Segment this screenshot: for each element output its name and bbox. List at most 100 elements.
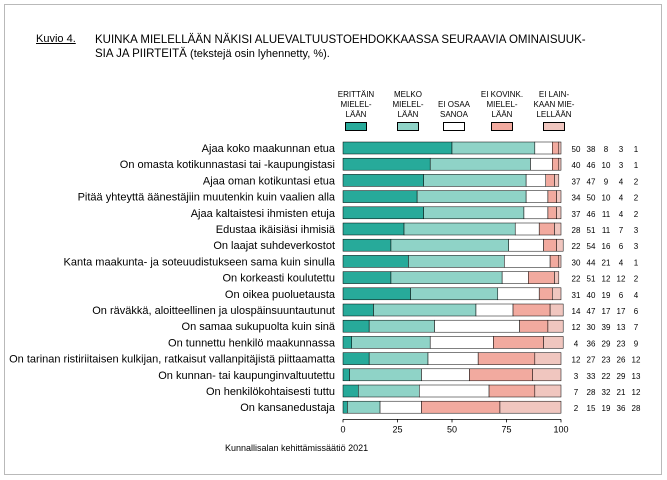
value-label: 22: [572, 275, 581, 284]
value-label: 1: [634, 145, 639, 154]
value-label: 23: [617, 339, 626, 348]
value-label: 3: [574, 372, 579, 381]
bar-segment: [534, 141, 553, 155]
bar-segment: [342, 271, 392, 284]
bar-segment: [549, 303, 564, 317]
bar-segment: [556, 238, 564, 252]
category-label: On laajat suhdeverkostot: [213, 240, 335, 252]
bar-segment: [342, 319, 370, 333]
value-label: 3: [619, 161, 624, 170]
value-label: 50: [587, 194, 596, 203]
value-label: 6: [619, 291, 624, 300]
bar-segment: [558, 157, 562, 171]
value-label: 22: [572, 242, 581, 251]
category-label: On tunnettu henkilö maakunnassa: [168, 337, 336, 349]
bar-segment: [410, 287, 499, 301]
bar-segment: [523, 206, 549, 220]
value-label: 12: [572, 323, 581, 332]
value-label: 51: [587, 226, 596, 235]
bar-segment: [451, 141, 536, 155]
value-label: 29: [602, 339, 611, 348]
bar-segment: [423, 206, 525, 220]
bar-segment: [403, 222, 516, 236]
value-label: 3: [634, 226, 639, 235]
bar-segment: [519, 319, 549, 333]
value-label: 12: [572, 356, 581, 365]
value-label: 2: [634, 194, 639, 203]
bar-segment: [342, 238, 392, 252]
bar-segment: [368, 352, 429, 365]
bar-segment: [534, 352, 562, 365]
value-label: 7: [634, 323, 639, 332]
bar-segment: [556, 190, 562, 203]
value-label: 4: [634, 291, 639, 300]
x-tick-label: 25: [392, 424, 402, 434]
value-label: 2: [574, 404, 579, 413]
value-label: 10: [602, 194, 611, 203]
bar-segment: [525, 174, 546, 187]
value-label: 22: [602, 372, 611, 381]
value-label: 30: [572, 258, 581, 267]
legend-swatch: [543, 122, 565, 131]
value-label: 8: [604, 145, 609, 154]
figure-title: KUINKA MIELELLÄÄN NÄKISI ALUEVALTUUSTOEH…: [95, 33, 635, 61]
value-label: 13: [617, 323, 626, 332]
value-label: 44: [587, 258, 596, 267]
bar-segment: [538, 222, 555, 236]
value-label: 2: [634, 275, 639, 284]
bar-segment: [552, 141, 560, 155]
value-label: 11: [602, 226, 611, 235]
legend-item: ERITTÄIN MIELEL- LÄÄN: [330, 80, 382, 131]
value-label: 19: [602, 291, 611, 300]
category-label: On tarinan ristiriitaisen kulkijan, ratk…: [9, 354, 336, 366]
bar-segment: [477, 352, 536, 365]
bar-segment: [379, 400, 422, 414]
value-label: 12: [602, 275, 611, 284]
value-label: 9: [634, 339, 639, 348]
value-label: 21: [602, 258, 611, 267]
value-label: 50: [572, 145, 581, 154]
bar-segment: [552, 157, 560, 171]
bar-segment: [499, 400, 562, 414]
bar-segment: [342, 141, 453, 155]
bar-segment: [508, 238, 544, 252]
value-label: 6: [619, 242, 624, 251]
bar-segment: [390, 238, 509, 252]
bar-segment: [351, 336, 431, 349]
value-label: 3: [634, 242, 639, 251]
bar-segment: [349, 368, 422, 382]
value-label: 37: [572, 177, 581, 186]
value-label: 12: [632, 356, 641, 365]
legend-label: MELKO MIELEL- LÄÄN: [392, 90, 424, 119]
bar-segment: [342, 190, 418, 203]
value-label: 27: [587, 356, 596, 365]
bar-segment: [342, 384, 359, 398]
value-label: 32: [602, 388, 611, 397]
value-label: 17: [617, 307, 626, 316]
x-tick-label: 0: [340, 424, 345, 434]
category-label: Kanta maakunta- ja soteuudistukseen sama…: [64, 256, 336, 268]
value-label: 36: [617, 404, 626, 413]
legend-item: EI KOVINK. MIELEL- LÄÄN: [476, 80, 528, 131]
legend-label: EI KOVINK. MIELEL- LÄÄN: [480, 90, 524, 119]
bar-segment: [342, 255, 409, 268]
legend-swatch: [345, 122, 367, 131]
bar-segment: [342, 222, 405, 236]
value-label: 28: [632, 404, 641, 413]
category-label: Ajaa kaltaistesi ihmisten etuja: [191, 208, 336, 220]
value-label: 21: [617, 388, 626, 397]
bar-segment: [342, 336, 352, 349]
value-label: 51: [587, 275, 596, 284]
bar-segment: [434, 319, 520, 333]
value-label: 38: [587, 145, 596, 154]
value-label: 4: [619, 258, 624, 267]
value-label: 19: [602, 404, 611, 413]
category-label: On kunnan- tai kaupunginvaltuutettu: [158, 370, 335, 382]
bar-segment: [408, 255, 505, 268]
bar-segment: [475, 303, 514, 317]
category-label: On räväkkä, aloitteellinen ja ulospäinsu…: [92, 305, 335, 317]
bar-segment: [342, 352, 370, 365]
bar-segment: [514, 222, 540, 236]
value-label: 37: [572, 210, 581, 219]
